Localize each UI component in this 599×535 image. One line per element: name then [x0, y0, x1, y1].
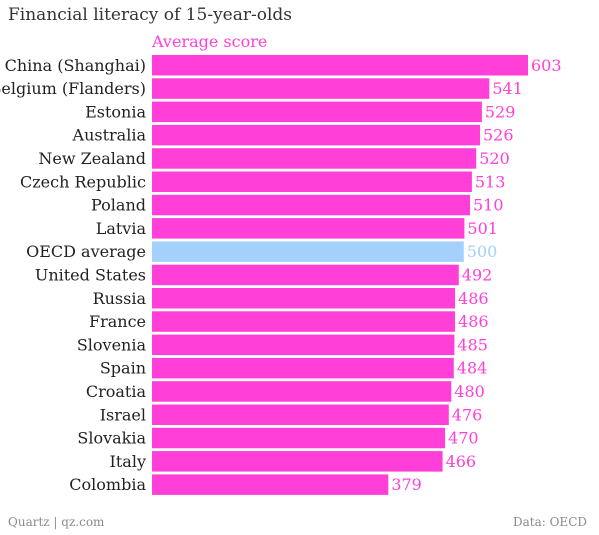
series-label: Average score [152, 32, 268, 51]
value-label-latvia: 501 [467, 219, 498, 238]
value-label-china-shanghai: 603 [531, 56, 562, 75]
category-label-slovakia: Slovakia [77, 429, 146, 448]
value-label-italy: 466 [446, 452, 477, 471]
value-label-australia: 526 [483, 126, 514, 145]
bar-colombia [152, 474, 389, 495]
category-label-russia: Russia [93, 289, 147, 308]
bar-poland [152, 194, 471, 216]
bar-oecd-average [152, 241, 464, 262]
bar-new-zealand [152, 148, 477, 169]
bar-slovenia [152, 334, 455, 356]
value-label-czech-republic: 513 [475, 172, 506, 191]
category-label-italy: Italy [110, 452, 146, 471]
category-label-spain: Spain [100, 359, 146, 378]
value-label-united-states: 492 [462, 265, 493, 284]
bar-russia [152, 288, 456, 309]
category-label-united-states: United States [35, 265, 146, 284]
bar-united-states [152, 264, 459, 286]
bar-estonia [152, 101, 482, 123]
data-credit: Data: OECD [512, 515, 587, 529]
bar-slovakia [152, 427, 446, 449]
bar-belgium-flanders [152, 78, 490, 99]
bar-croatia [152, 381, 452, 402]
value-label-new-zealand: 520 [479, 149, 510, 168]
bar-france [152, 311, 456, 332]
category-label-australia: Australia [72, 126, 147, 145]
value-label-spain: 484 [457, 359, 488, 378]
source-credit: Quartz | qz.com [8, 515, 105, 529]
bar-israel [152, 404, 449, 425]
value-label-estonia: 529 [485, 102, 516, 121]
bar-latvia [152, 218, 465, 239]
value-label-france: 486 [458, 312, 489, 331]
category-label-new-zealand: New Zealand [38, 149, 146, 168]
bar-czech-republic [152, 171, 472, 192]
bar-italy [152, 451, 443, 472]
value-label-slovakia: 470 [448, 429, 479, 448]
value-label-poland: 510 [473, 196, 504, 215]
category-label-croatia: Croatia [86, 382, 147, 401]
value-label-slovenia: 485 [457, 335, 488, 354]
category-label-colombia: Colombia [69, 475, 146, 494]
category-label-oecd-average: OECD average [26, 242, 146, 261]
value-label-russia: 486 [458, 289, 489, 308]
category-label-france: France [89, 312, 146, 331]
value-label-colombia: 379 [391, 475, 422, 494]
value-label-croatia: 480 [454, 382, 485, 401]
category-label-china-shanghai: China (Shanghai) [5, 56, 146, 75]
bar-spain [152, 357, 454, 379]
bar-china-shanghai [152, 55, 528, 76]
value-label-oecd-average: 500 [467, 242, 498, 261]
chart-title: Financial literacy of 15-year-olds [8, 5, 293, 25]
bar-australia [152, 124, 480, 146]
value-label-israel: 476 [452, 405, 483, 424]
category-label-belgium-flanders: Belgium (Flanders) [0, 79, 146, 98]
value-label-belgium-flanders: 541 [492, 79, 523, 98]
category-label-estonia: Estonia [85, 102, 146, 121]
category-label-slovenia: Slovenia [77, 335, 147, 354]
category-label-israel: Israel [100, 405, 146, 424]
category-label-poland: Poland [91, 196, 146, 215]
category-label-czech-republic: Czech Republic [20, 172, 146, 191]
category-label-latvia: Latvia [96, 219, 147, 238]
